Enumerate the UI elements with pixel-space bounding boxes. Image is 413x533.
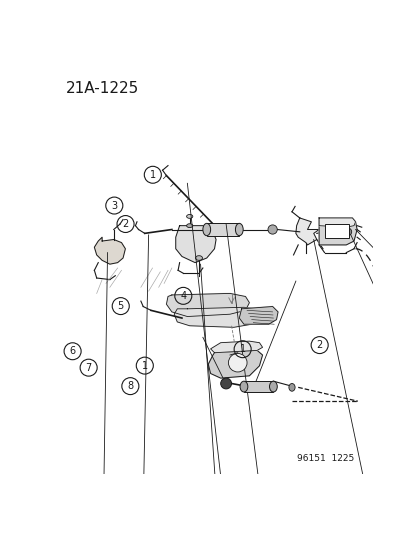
Bar: [206, 223, 239, 236]
Text: 96151  1225: 96151 1225: [296, 454, 353, 463]
Polygon shape: [166, 294, 249, 317]
Text: 1: 1: [239, 344, 245, 354]
Ellipse shape: [240, 381, 247, 392]
Polygon shape: [318, 218, 356, 245]
Text: 1: 1: [141, 361, 147, 370]
Polygon shape: [318, 218, 355, 227]
Circle shape: [220, 378, 231, 389]
Circle shape: [228, 353, 247, 372]
Ellipse shape: [195, 256, 202, 260]
Ellipse shape: [269, 381, 277, 392]
Text: 6: 6: [69, 346, 76, 356]
Ellipse shape: [186, 224, 192, 228]
Ellipse shape: [288, 384, 294, 391]
Text: 3: 3: [111, 200, 117, 211]
Circle shape: [343, 228, 351, 236]
Polygon shape: [239, 306, 278, 324]
Text: 21A-1225: 21A-1225: [66, 81, 139, 96]
Text: 2: 2: [122, 219, 128, 229]
Bar: [243, 381, 273, 392]
Text: 2: 2: [316, 340, 322, 350]
Polygon shape: [176, 225, 216, 263]
Ellipse shape: [235, 223, 242, 236]
Text: 4: 4: [180, 291, 186, 301]
Polygon shape: [94, 237, 125, 264]
Ellipse shape: [186, 214, 192, 219]
Text: 5: 5: [117, 301, 123, 311]
Polygon shape: [208, 350, 262, 378]
Text: 8: 8: [127, 381, 133, 391]
Circle shape: [267, 225, 277, 234]
Polygon shape: [210, 341, 262, 353]
Polygon shape: [295, 218, 318, 245]
Bar: [324, 224, 349, 238]
Text: 7: 7: [85, 362, 92, 373]
Ellipse shape: [202, 223, 210, 236]
Text: 1: 1: [150, 170, 156, 180]
Polygon shape: [174, 308, 259, 327]
